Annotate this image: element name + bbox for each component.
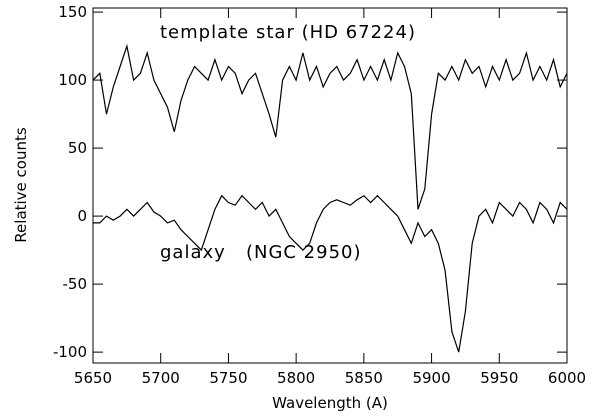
x-tick-label: 5650: [74, 369, 112, 387]
y-tick-label: 50: [68, 139, 87, 157]
spectrum-line: [92, 43, 568, 210]
y-axis-label: Relative counts: [12, 127, 30, 243]
y-tick-label: -100: [53, 343, 87, 361]
spectrum-line: [93, 194, 568, 353]
x-tick-label: 5750: [209, 369, 247, 387]
series-label: template star (HD 67224): [160, 22, 416, 43]
y-tick-label: 150: [58, 3, 87, 21]
x-tick-label: 5900: [412, 369, 450, 387]
x-tick-label: 6000: [548, 369, 586, 387]
y-tick-label: 0: [77, 207, 87, 225]
plot-frame: [92, 7, 568, 364]
x-tick-label: 5800: [277, 369, 315, 387]
x-tick-label: 5700: [142, 369, 180, 387]
y-tick-label: -50: [63, 275, 88, 293]
y-tick-label: 100: [58, 71, 87, 89]
x-tick-label: 5950: [480, 369, 518, 387]
x-tick-label: 5850: [345, 369, 383, 387]
series-label: galaxy (NGC 2950): [160, 242, 362, 263]
x-axis-label: Wavelength (A): [272, 394, 388, 412]
